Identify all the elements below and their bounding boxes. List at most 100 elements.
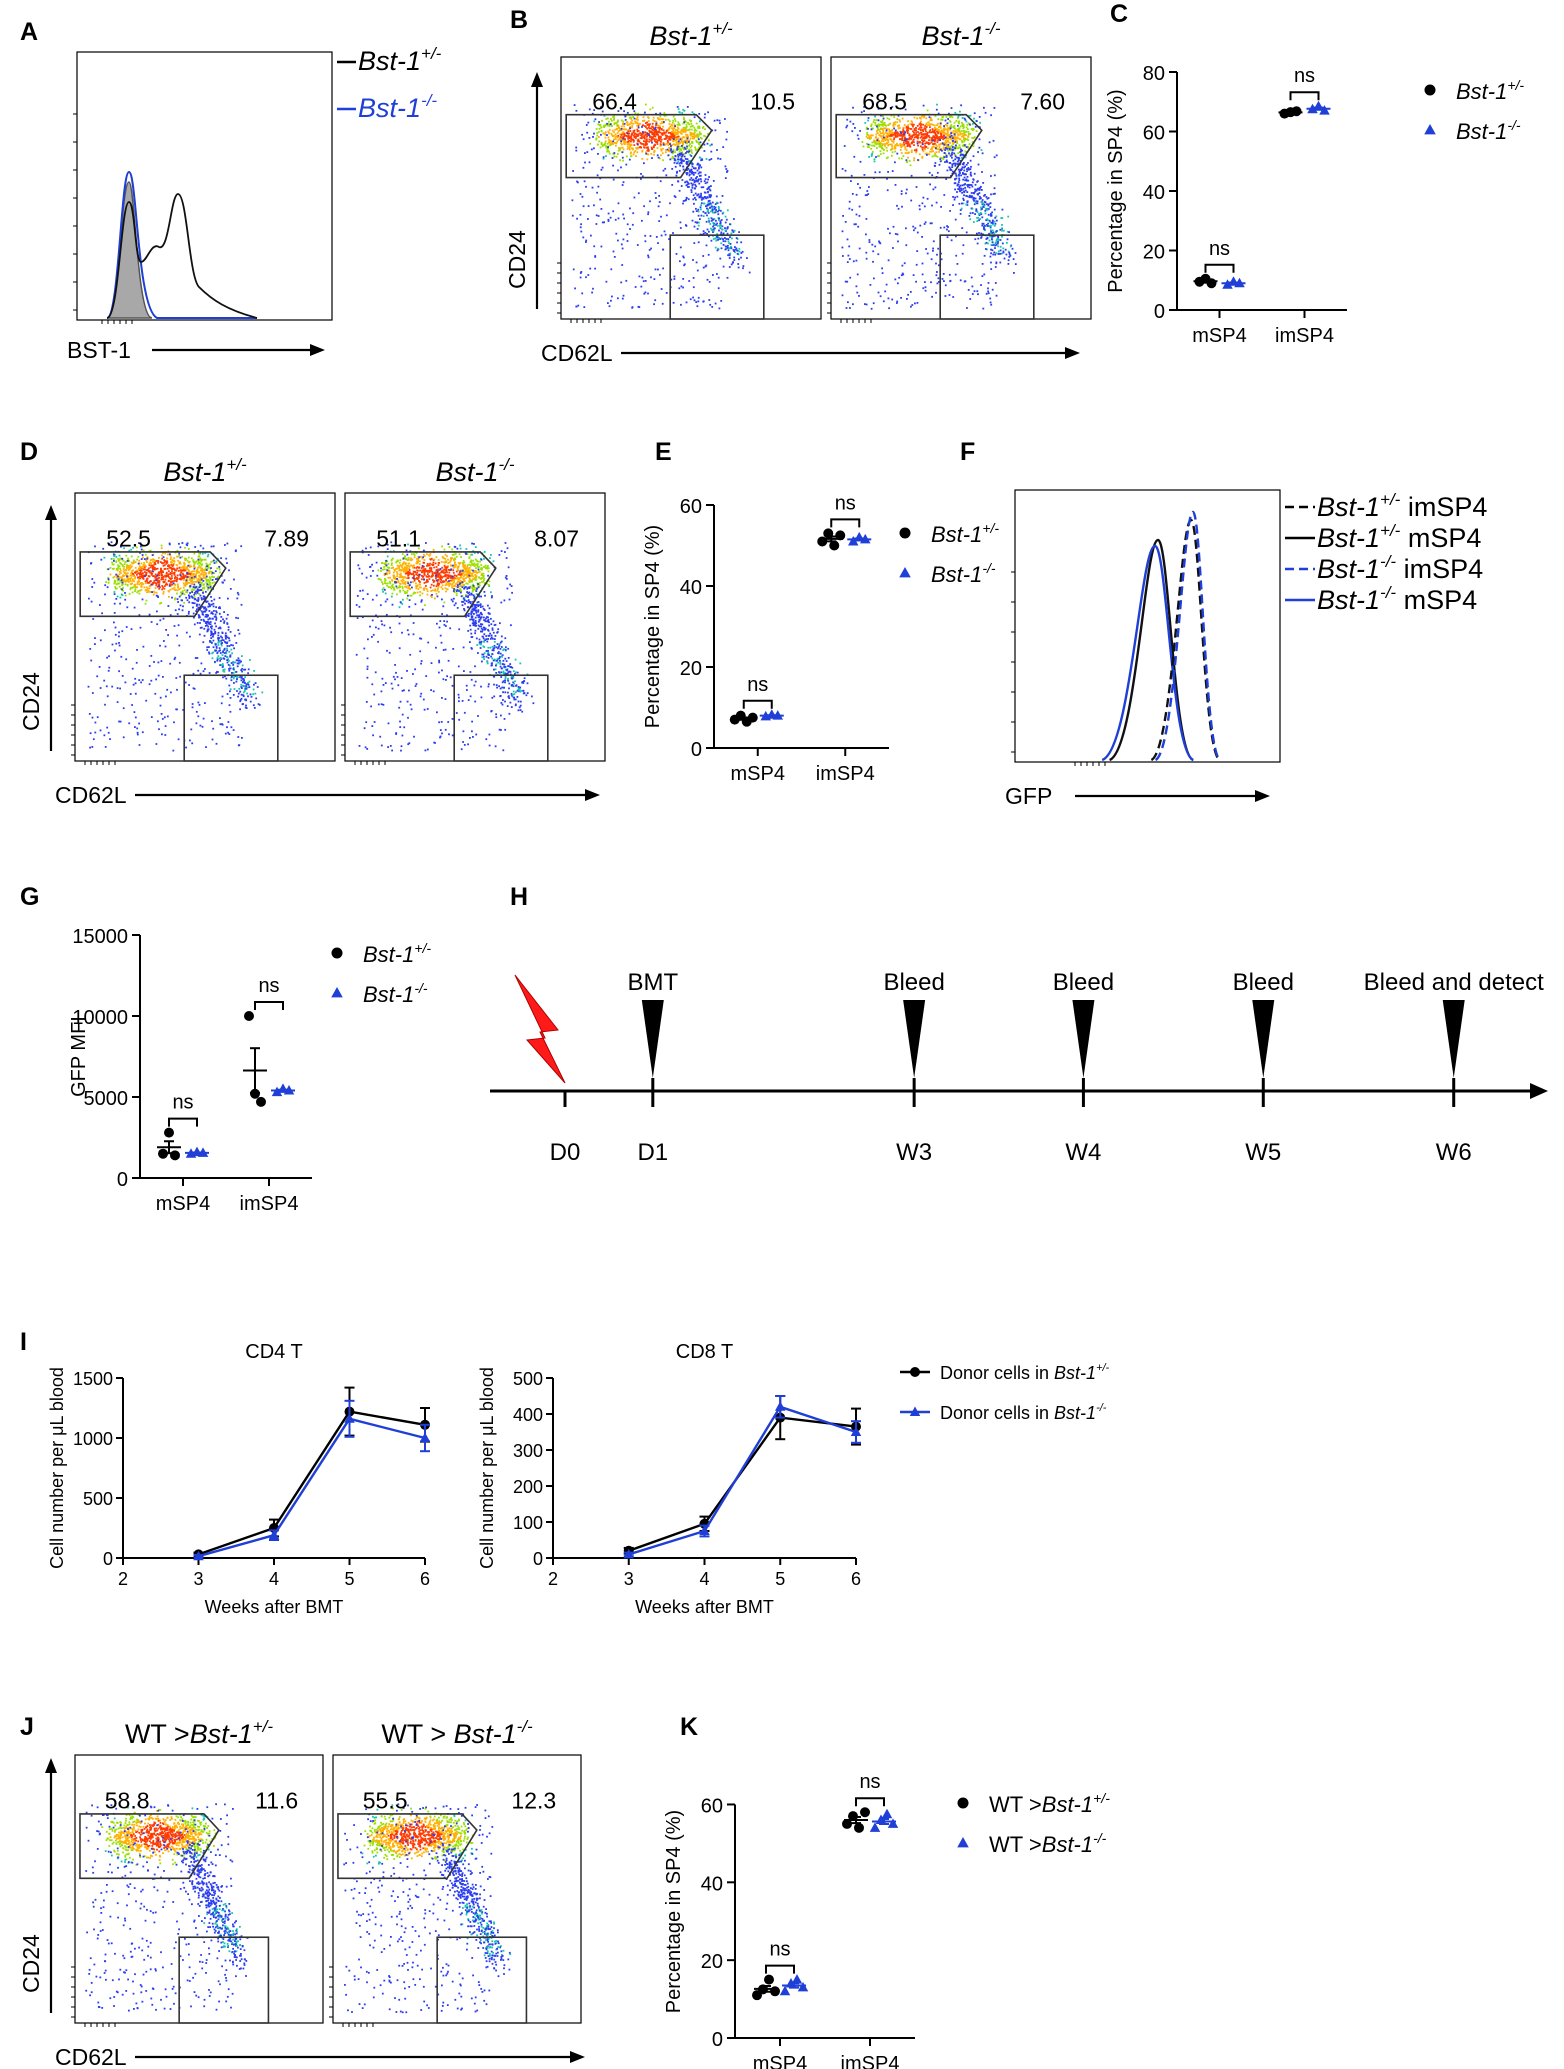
flow-B-1-event (982, 182, 985, 184)
flow-B-1-event (914, 227, 917, 230)
flow-B-0-event (735, 237, 738, 239)
flow-B-1-event (890, 143, 893, 146)
flow-D-0-event (130, 555, 133, 558)
flow-B-xaxis-arrow-head (1065, 347, 1080, 359)
flow-D-0-event (245, 685, 247, 687)
flow-B-1-event (875, 133, 878, 136)
flow-B-0-event (654, 131, 657, 133)
flow-B-1-event (976, 200, 979, 203)
flow-B-1-event (896, 152, 899, 155)
flow-B-1-event (935, 144, 937, 146)
flow-B-1-event (939, 160, 942, 163)
flow-B-1-event (902, 129, 905, 131)
flow-B-0-event (671, 127, 674, 130)
flow-B-1-event (913, 131, 915, 134)
flow-D-0-event (208, 583, 211, 586)
flow-D-0-event (204, 577, 207, 580)
flow-D-0-event (221, 632, 224, 634)
flow-B-0-event (658, 128, 661, 131)
flow-D-0-event (166, 715, 169, 718)
flow-D-0-event (176, 589, 179, 592)
flow-B-0-event (707, 212, 710, 214)
flow-B-1-event (932, 188, 935, 191)
flow-D-0-event (241, 687, 243, 689)
flow-D-0-event (252, 688, 255, 691)
flow-B-1-event (970, 196, 973, 199)
flow-B-1-event (905, 142, 908, 145)
flow-D-0-event (154, 560, 156, 563)
flow-B-1-event (935, 108, 938, 111)
flow-B-0-event (714, 246, 717, 249)
flow-B-0-event (630, 151, 632, 154)
flow-D-0-event (187, 556, 190, 559)
flow-B-0-event (681, 151, 683, 154)
flow-B-0-event (576, 217, 578, 220)
flow-B-1-event (893, 127, 895, 130)
flow-B-1-event (859, 130, 861, 132)
flow-B-0-event (673, 123, 676, 126)
flow-D-0-event (193, 565, 195, 568)
flow-B-1-event (964, 179, 966, 182)
flow-B-0-event (679, 111, 681, 114)
flow-B-1-event (973, 197, 975, 199)
flow-B-1-event (995, 215, 998, 218)
flow-B-1-event (974, 238, 977, 241)
flow-B-1-event (856, 273, 859, 276)
flow-D-0-event (187, 573, 189, 576)
flow-B-1-event (915, 127, 917, 129)
flow-B-0-event (635, 147, 637, 150)
flow-B-0-event (659, 145, 662, 147)
flow-D-0-event (113, 580, 116, 583)
flow-B-0-event (730, 263, 733, 266)
flow-B-1-event (875, 119, 878, 121)
flow-D-0-event (239, 690, 242, 693)
flow-B-1-event (878, 240, 880, 243)
flow-B-1-event (876, 125, 878, 128)
flow-D-0-event (150, 562, 152, 565)
flow-D-0-event (203, 558, 206, 561)
flow-B-0-event (582, 205, 585, 208)
flow-B-0-event (704, 174, 707, 176)
flow-B-1-event (958, 188, 961, 190)
flow-B-0-event (662, 147, 664, 150)
flow-D-0-event (203, 620, 206, 623)
flow-B-0-event (702, 232, 705, 235)
flow-B-1-event (858, 295, 860, 297)
flow-B-0-event (674, 196, 677, 198)
flow-D-0-event (225, 637, 227, 640)
flow-B-0-event (641, 135, 643, 138)
flow-B-0-q-right: 10.5 (750, 88, 795, 114)
flow-B-0-event (670, 151, 673, 154)
flow-B-1-event (843, 145, 846, 147)
flow-B-0-event (607, 117, 609, 120)
flow-B-1-event (973, 221, 975, 223)
flow-B-1-event (972, 145, 975, 148)
flow-B-1-event (866, 131, 869, 134)
flow-B-1-event (990, 252, 992, 255)
flow-D-0-event (173, 559, 175, 562)
flow-B-1-event (907, 142, 910, 145)
flow-B-0-event (695, 198, 697, 201)
flow-B-0-event (670, 278, 673, 281)
flow-D-0-event (237, 692, 240, 695)
flow-D-0-event (162, 676, 164, 678)
flow-D-0-event (88, 597, 90, 600)
flow-D-0-event (204, 610, 207, 613)
flow-D-0-event (174, 575, 177, 578)
flow-D-0-event (197, 669, 200, 672)
flow-B-1-event (934, 162, 937, 164)
flow-D-0-event (242, 695, 245, 698)
flow-B-1-event (916, 142, 919, 145)
flow-D-0-event (222, 669, 225, 672)
flow-D-0-event (157, 571, 160, 574)
flow-D-0-event (207, 625, 210, 628)
flow-B-0-event (685, 125, 688, 128)
flow-B-0-event (657, 242, 659, 244)
flow-D-0-event (199, 552, 202, 555)
flow-D-0-event (237, 657, 240, 660)
flow-B-1-event (954, 153, 956, 156)
flow-B-1-event (989, 214, 992, 217)
flow-D-0-event (199, 581, 202, 584)
flow-B-1-event (921, 273, 924, 276)
flow-B-1-event (897, 240, 899, 243)
